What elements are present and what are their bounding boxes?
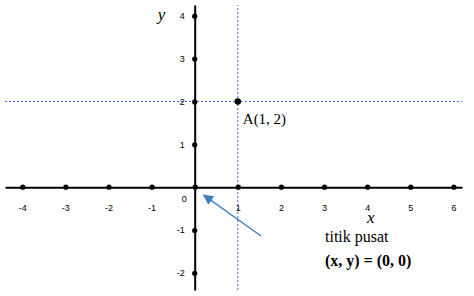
x-tick-label: -2: [105, 203, 113, 213]
x-tick-dot: [451, 185, 456, 190]
plot-area: [5, 5, 462, 290]
x-tick-label: -1: [148, 203, 156, 213]
x-tick: -4: [19, 185, 27, 213]
y-tick: -1: [177, 225, 198, 235]
y-tick-label: 1: [180, 140, 185, 150]
x-tick-label: -3: [62, 203, 70, 213]
x-axis-line: [6, 187, 463, 189]
annotation: titik pusat: [325, 228, 389, 246]
y-tick: 1: [180, 140, 198, 150]
annotation-arrow: [204, 195, 261, 236]
point: [235, 98, 241, 104]
x-tick: -3: [62, 185, 70, 213]
x-tick-label: -4: [19, 203, 27, 213]
y-tick-label: 2: [180, 97, 185, 107]
x-tick-label: 5: [408, 203, 413, 213]
y-tick: 2: [180, 97, 198, 107]
y-tick-label: -2: [177, 268, 185, 278]
y-tick: 3: [180, 54, 198, 64]
x-tick-dot: [365, 185, 370, 190]
x-axis: -4-3-2-10123456: [6, 185, 463, 213]
y-tick-dot: [192, 142, 197, 147]
y-tick-dot: [192, 56, 197, 61]
y-tick: -2: [177, 268, 198, 278]
guide-line-horizontal: [5, 101, 462, 102]
x-tick-dot: [20, 185, 25, 190]
y-tick-label: 4: [180, 11, 185, 21]
x-tick-dot: [408, 185, 413, 190]
chart: -4 -3 -2 -1 0 1 2 3 4 5 6 -2 -1 1 2 3 4 A(1, 2) x y titik pu…: [0, 0, 474, 296]
x-axis-title: x: [366, 208, 375, 227]
guide-line-vertical: [237, 5, 238, 290]
annotation: (x, y) = (0, 0): [325, 252, 411, 270]
x-tick: -2: [105, 185, 113, 213]
x-tick-dot: [279, 185, 284, 190]
y-axis: -2 -1 1 2 3 4: [177, 6, 198, 291]
x-tick-dot: [149, 185, 154, 190]
x-tick-dot: [106, 185, 111, 190]
x-tick-dot: [236, 185, 241, 190]
x-tick-dot: [322, 185, 327, 190]
x-tick: -1: [148, 185, 156, 213]
x-tick-dot: [63, 185, 68, 190]
x-tick-label: 0: [182, 194, 187, 204]
y-tick-label: -1: [177, 225, 185, 235]
x-tick: 1: [236, 185, 241, 213]
y-tick-label: 3: [180, 54, 185, 64]
y-axis-line: [194, 6, 196, 291]
x-tick-label: 2: [279, 203, 284, 213]
x-tick-label: 6: [451, 203, 456, 213]
y-tick: 4: [180, 11, 198, 21]
y-tick-dot: [192, 14, 197, 19]
y-tick-dot: [192, 228, 197, 233]
x-tick: 5: [408, 185, 413, 213]
y-tick-dot: [192, 99, 197, 104]
x-tick: 2: [279, 185, 284, 213]
x-tick-label: 3: [322, 203, 327, 213]
x-tick: 6: [451, 185, 456, 213]
x-tick-label: 1: [236, 203, 241, 213]
y-axis-title: y: [156, 5, 166, 24]
point-label: A(1, 2): [243, 111, 286, 128]
y-tick-dot: [192, 271, 197, 276]
x-tick: 3: [322, 185, 327, 213]
